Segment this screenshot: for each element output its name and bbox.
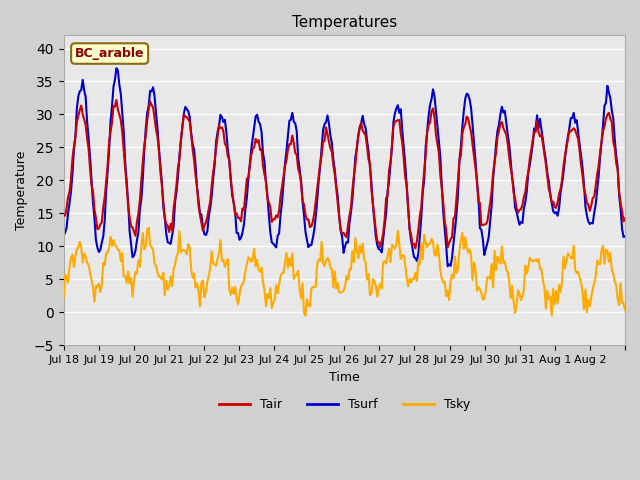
Y-axis label: Temperature: Temperature (15, 151, 28, 230)
Text: BC_arable: BC_arable (75, 47, 145, 60)
X-axis label: Time: Time (329, 371, 360, 384)
Legend: Tair, Tsurf, Tsky: Tair, Tsurf, Tsky (214, 394, 475, 417)
Title: Temperatures: Temperatures (292, 15, 397, 30)
